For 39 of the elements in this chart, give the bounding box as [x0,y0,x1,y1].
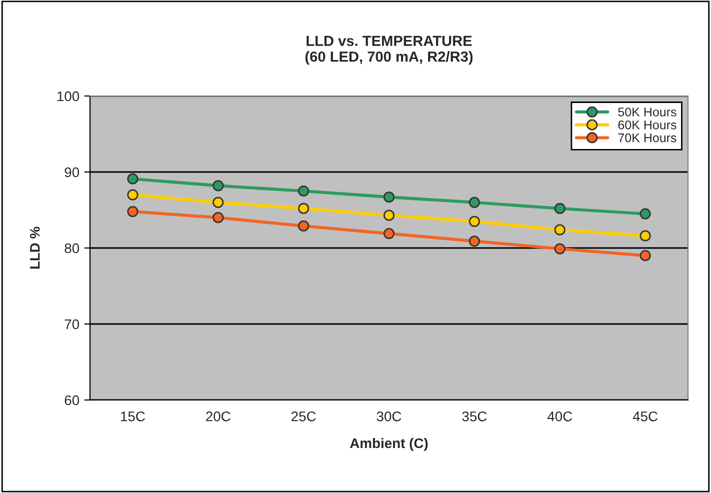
chart-title: LLD vs. TEMPERATURE (60 LED, 700 mA, R2/R3) [305,36,473,65]
y-tick-label: 90 [64,167,80,178]
y-tick-label: 70 [64,319,80,330]
legend-label: 50K Hours [618,108,676,116]
point [640,230,651,242]
x-axis-title: Ambient (C) [350,438,428,451]
point [554,224,566,236]
point [127,189,138,200]
legend-label: 60K Hours [618,120,676,130]
point [468,216,480,227]
x-tick-label: 25C [292,411,316,422]
point [640,208,651,220]
point [383,210,395,221]
point [298,202,310,214]
point [468,196,480,208]
point [554,202,566,214]
y-tick-label: 60 [64,395,80,406]
point [127,173,138,184]
point [468,236,480,247]
x-tick-label: 45C [632,411,658,422]
x-tick-label: 30C [376,411,402,422]
x-tick-label: 35C [462,411,487,422]
x-tick-label: 20C [206,411,230,422]
y-tick-label: 100 [57,91,80,102]
point [298,220,310,232]
point [212,180,224,192]
point [383,192,395,203]
point [127,206,138,218]
point [640,250,651,262]
x-tick-label: 40C [547,411,572,422]
point [212,212,224,224]
point [554,243,566,254]
legend-label: 70K Hours [618,133,676,142]
point [212,196,224,208]
y-axis-title: LLD % [30,226,40,269]
x-tick-label: 15C [121,411,145,422]
y-tick-label: 80 [64,243,80,254]
point [298,185,310,197]
point [383,228,395,240]
